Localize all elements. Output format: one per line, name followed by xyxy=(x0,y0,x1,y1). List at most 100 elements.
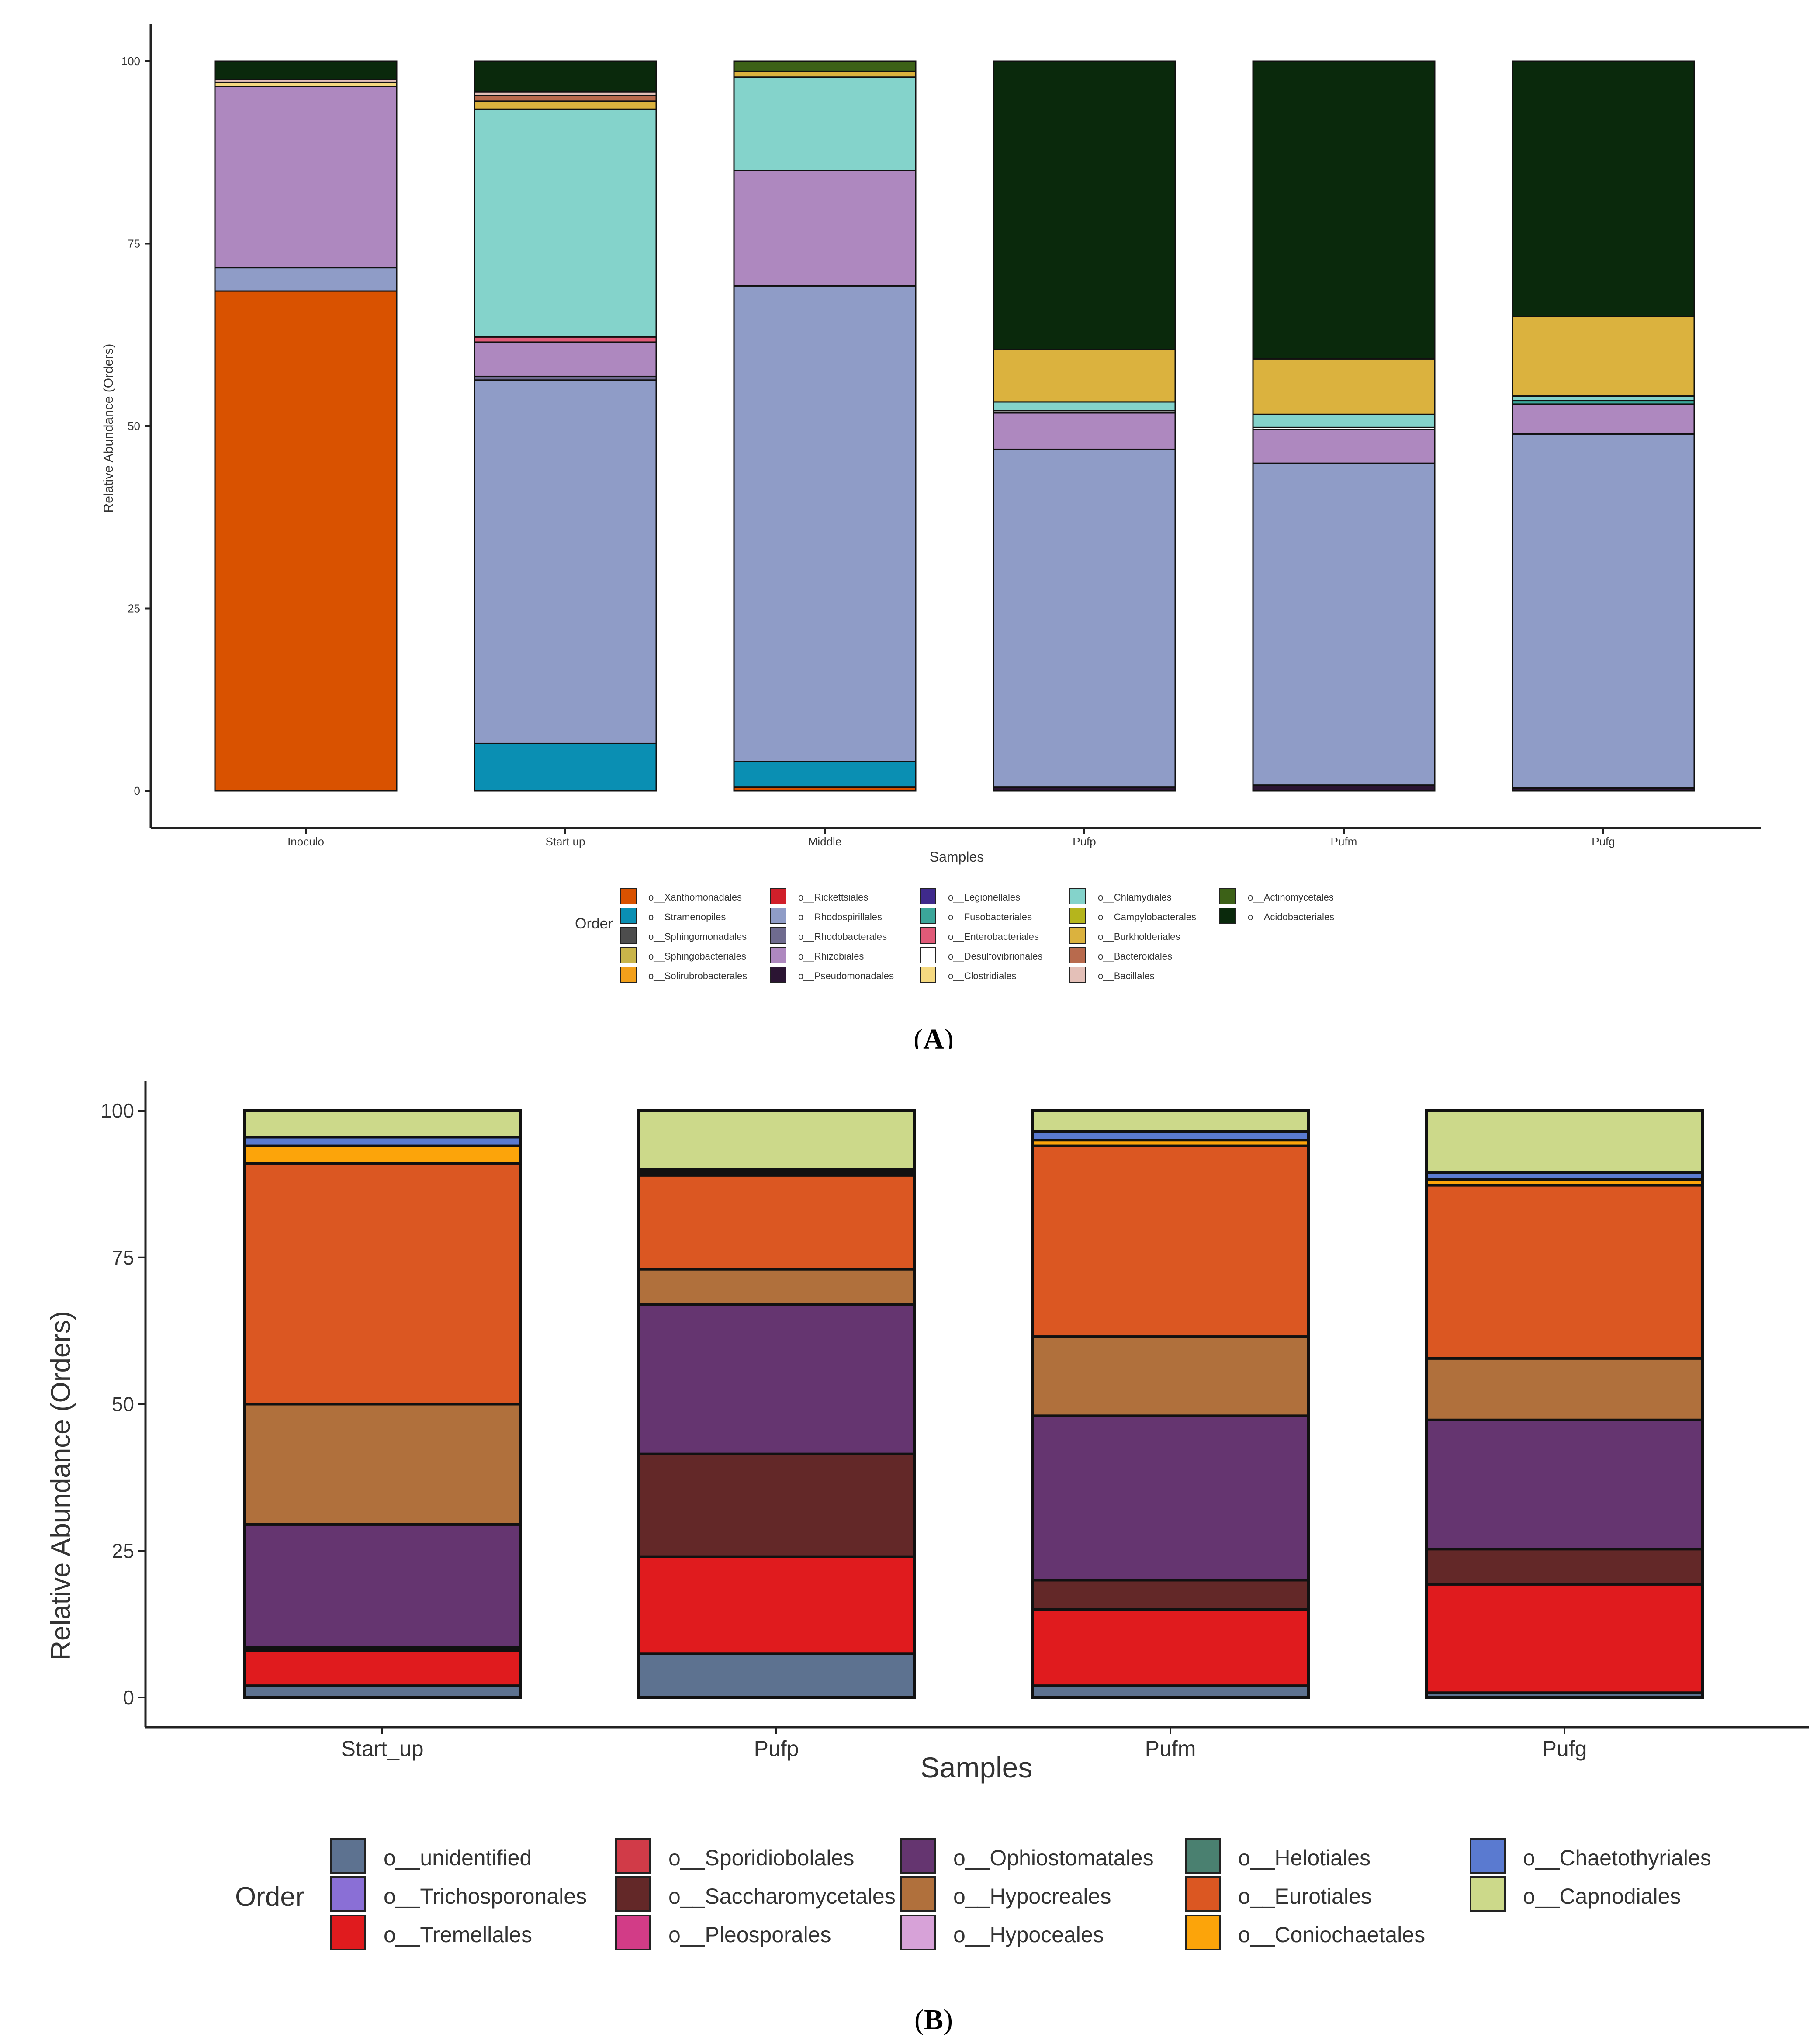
chart-b: 0 25 50 75 100 Start_up Pufp Pufm Pufg o__uniden… xyxy=(46,1081,1809,2036)
a-legend-label: o__Pseudomonadales xyxy=(798,970,894,981)
a-legend-swatch xyxy=(1069,908,1086,924)
b-bar-segment-o-ophiostomatales xyxy=(1031,1414,1310,1582)
chart-b-plot: 0 25 50 75 100 Start_up Pufp Pufm Pufg xyxy=(100,1081,1809,1761)
a-legend-item-o-sphingomonadales: o__Sphingomonadales xyxy=(620,927,747,944)
b-bar-segment-o-hypocreales xyxy=(243,1403,522,1526)
b-y-tick-label: 75 xyxy=(112,1246,134,1269)
a-legend-label: o__Rhizobiales xyxy=(798,951,864,962)
chart-b-y-axis-label: Relative Abundance (Orders) xyxy=(46,1311,76,1660)
a-y-tick-label: 0 xyxy=(134,784,140,797)
a-bar-segment-o-rhizobiales xyxy=(474,341,657,377)
a-bar-pufm xyxy=(1252,60,1436,792)
a-bar-segment-o-acidobacteriales xyxy=(993,60,1176,350)
b-legend-label: o__Pleosporales xyxy=(668,1923,831,1947)
b-legend-swatch xyxy=(615,1838,651,1874)
b-bar-segment-o-saccharomycetales xyxy=(1425,1548,1704,1586)
a-bar-segment-o-stramenopiles xyxy=(733,761,917,788)
b-legend-swatch xyxy=(900,1915,936,1950)
chart-b-x-axis-label: Samples xyxy=(921,1751,1033,1784)
b-legend-swatch xyxy=(1470,1838,1506,1874)
a-legend-label: o__Bacteroidales xyxy=(1098,951,1172,962)
a-legend-swatch xyxy=(920,908,936,924)
b-legend-label: o__Coniochaetales xyxy=(1238,1923,1425,1947)
a-bar-segment-o-burkholderiales xyxy=(474,100,657,110)
a-bar-middle xyxy=(733,60,917,792)
b-bar-segment-o-ophiostomatales xyxy=(637,1303,916,1455)
chart-a: 0 25 50 75 100 Inoculo Start up Middle Pufp Pufm P… xyxy=(101,24,1761,1049)
b-bar-segment-o-eurotiales xyxy=(243,1162,522,1406)
a-bar-segment-o-burkholderiales xyxy=(1512,316,1695,397)
a-legend-swatch xyxy=(620,967,637,983)
a-legend-item-o-sphingobacteriales: o__Sphingobacteriales xyxy=(620,947,746,963)
b-legend-label: o__Hypocreales xyxy=(953,1884,1111,1909)
a-bar-segment-o-rhizobiales xyxy=(993,412,1176,450)
a-bar-segment-o-chlamydiales xyxy=(1252,413,1436,428)
a-legend-label: o__Sphingobacteriales xyxy=(648,951,746,962)
b-legend-item-o-eurotiales: o__Eurotiales xyxy=(1185,1876,1372,1912)
b-bar-segment-o-capnodiales xyxy=(1425,1109,1704,1174)
b-bar-segment-o-hypocreales xyxy=(1031,1335,1310,1417)
a-legend-item-o-pseudomonadales: o__Pseudomonadales xyxy=(770,967,894,983)
b-legend-item-o-coniochaetales: o__Coniochaetales xyxy=(1185,1915,1425,1950)
a-bar-segment-o-chlamydiales xyxy=(474,108,657,338)
a-bar-segment-o-rhodospirillales xyxy=(733,285,917,762)
a-legend-swatch xyxy=(920,888,936,904)
a-legend-item-o-acidobacteriales: o__Acidobacteriales xyxy=(1219,908,1334,924)
a-bar-segment-o-rhizobiales xyxy=(733,170,917,287)
a-legend-item-o-bacillales: o__Bacillales xyxy=(1069,967,1155,983)
b-legend-label: o__Ophiostomatales xyxy=(953,1846,1154,1870)
b-legend-item-o-ophiostomatales: o__Ophiostomatales xyxy=(900,1838,1154,1874)
a-bar-segment-o-chlamydiales xyxy=(733,76,917,171)
b-x-tick-label: Pufp xyxy=(754,1736,799,1761)
b-axes: 0 25 50 75 100 xyxy=(100,1081,1809,1729)
a-bar-segment-o-rhizobiales xyxy=(214,86,398,269)
a-bar-segment-o-chlamydiales xyxy=(1512,395,1695,402)
a-legend-item-o-burkholderiales: o__Burkholderiales xyxy=(1069,927,1180,944)
a-bar-segment-o-rhodospirillales xyxy=(993,448,1176,788)
a-legend-swatch xyxy=(1069,888,1086,904)
b-legend-item-o-hypocreales: o__Hypocreales xyxy=(900,1876,1111,1912)
b-x-tick-label: Pufm xyxy=(1145,1736,1196,1761)
a-legend-swatch xyxy=(1219,908,1236,924)
b-legend-label: o__Capnodiales xyxy=(1523,1884,1681,1909)
a-legend-item-o-clostridiales: o__Clostridiales xyxy=(920,967,1017,983)
a-legend-item-o-enterobacteriales: o__Enterobacteriales xyxy=(920,927,1039,944)
a-y-tick-label: 50 xyxy=(128,419,140,433)
b-legend-item-o-sporidiobolales: o__Sporidiobolales xyxy=(615,1838,854,1874)
a-legend-item-o-solirubrobacterales: o__Solirubrobacterales xyxy=(620,967,747,983)
a-bar-segment-o-xanthomonadales xyxy=(214,290,398,792)
a-legend-label: o__Fusobacteriales xyxy=(948,911,1032,922)
a-bar-pufg xyxy=(1512,60,1695,792)
b-legend-label: o__Trichosporonales xyxy=(384,1884,587,1909)
b-bar-segment-o-unidentified xyxy=(243,1684,522,1699)
a-legend-item-o-legionellales: o__Legionellales xyxy=(920,888,1020,904)
a-legend-swatch xyxy=(1069,927,1086,944)
b-y-tick-label: 0 xyxy=(123,1686,134,1709)
a-legend-label: o__Chlamydiales xyxy=(1098,892,1172,903)
a-bar-segment-o-rhodospirillales xyxy=(474,379,657,744)
a-legend-swatch xyxy=(770,947,786,963)
chart-a-x-axis-label: Samples xyxy=(930,849,984,865)
b-bar-segment-o-ophiostomatales xyxy=(1425,1418,1704,1551)
a-legend-label: o__Actinomycetales xyxy=(1248,892,1334,903)
b-legend-swatch xyxy=(615,1876,651,1912)
b-bar-pufp xyxy=(637,1109,916,1699)
a-legend-swatch xyxy=(770,888,786,904)
a-legend-item-o-stramenopiles: o__Stramenopiles xyxy=(620,908,726,924)
chart-b-legend-title: Order xyxy=(235,1882,304,1912)
a-legend-label: o__Sphingomonadales xyxy=(648,931,747,942)
a-bar-segment-o-rhizobiales xyxy=(1252,429,1436,464)
a-legend-item-o-chlamydiales: o__Chlamydiales xyxy=(1069,888,1172,904)
a-legend-swatch xyxy=(920,947,936,963)
a-legend-swatch xyxy=(1069,967,1086,983)
a-legend-item-o-rhodobacterales: o__Rhodobacterales xyxy=(770,927,887,944)
a-legend-item-o-actinomycetales: o__Actinomycetales xyxy=(1219,888,1334,904)
b-bar-segment-o-hypocreales xyxy=(1425,1357,1704,1421)
a-x-tick-label: Inoculo xyxy=(287,835,324,848)
panel-label-b: (B) xyxy=(914,2004,953,2036)
a-bar-segment-o-enterobacteriales xyxy=(474,336,657,343)
a-y-tick-label: 75 xyxy=(128,237,140,250)
b-bar-pufg xyxy=(1425,1109,1704,1699)
a-legend-label: o__Rhodospirillales xyxy=(798,911,882,922)
b-bar-segment-o-eurotiales xyxy=(1425,1184,1704,1360)
